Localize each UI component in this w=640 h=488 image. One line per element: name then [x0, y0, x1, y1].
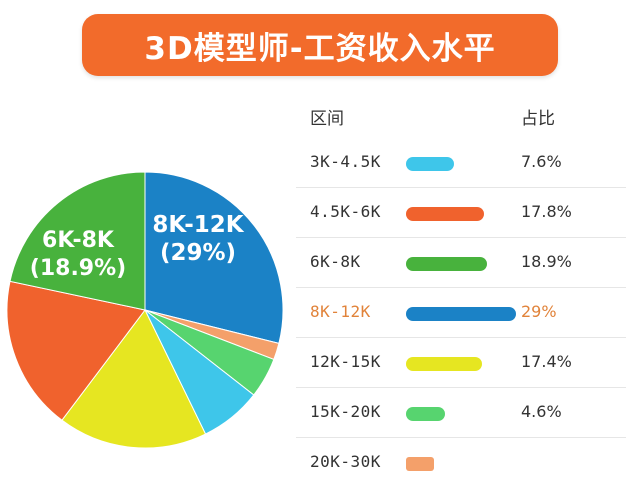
- legend-bar: [406, 207, 484, 221]
- legend-label: 4.5K-6K: [310, 202, 381, 221]
- legend-label: 12K-15K: [310, 352, 381, 371]
- pie-slices: [6, 171, 284, 449]
- legend-row: 12K-15K 17.4%: [296, 340, 626, 388]
- legend-pct: 17.4%: [521, 352, 572, 371]
- legend-bar: [406, 407, 445, 421]
- legend-label: 15K-20K: [310, 402, 381, 421]
- row-divider: [296, 237, 626, 238]
- row-divider: [296, 437, 626, 438]
- legend-row: 4.5K-6K 17.8%: [296, 190, 626, 238]
- legend-pct: 17.8%: [521, 202, 572, 221]
- legend-pct: 7.6%: [521, 152, 562, 171]
- pie-chart: 8K-12K(29%) 6K-8K (18.9%): [6, 171, 284, 449]
- legend-bar: [406, 157, 454, 171]
- legend-pct: 18.9%: [521, 252, 572, 271]
- legend-bar: [406, 357, 482, 371]
- title-banner: 3D模型师-工资收入水平: [82, 14, 558, 76]
- legend-label: 6K-8K: [310, 252, 361, 271]
- header-range: 区间: [310, 109, 344, 129]
- legend-bar: [406, 307, 516, 321]
- legend-row: 15K-20K 4.6%: [296, 390, 626, 438]
- legend-label: 8K-12K: [310, 302, 371, 321]
- legend-row: 6K-8K 18.9%: [296, 240, 626, 288]
- legend-row: 8K-12K 29%: [296, 290, 626, 338]
- pie-slice-4_5k-6k: [6, 280, 146, 421]
- row-divider: [296, 187, 626, 188]
- chart-title: 3D模型师-工资收入水平: [144, 30, 496, 67]
- pie-slice-8k-12k: [144, 171, 284, 344]
- pie-slice-12k-15k: [61, 309, 207, 449]
- legend-label: 3K-4.5K: [310, 152, 381, 171]
- legend-pct: 29%: [521, 302, 557, 321]
- legend-pct: 4.6%: [521, 402, 562, 421]
- pie-label-6k-8k-0: 6K-8K: [42, 228, 115, 253]
- header-pct: 占比: [521, 109, 555, 129]
- pie-label-8k-12k-1: (29%): [160, 240, 236, 266]
- legend-bar: [406, 257, 487, 271]
- row-divider: [296, 337, 626, 338]
- row-divider: [296, 287, 626, 288]
- legend-label: 20K-30K: [310, 452, 381, 471]
- pie-label-8k-12k-0: 8K-12K: [152, 212, 244, 238]
- legend-bar: [406, 457, 434, 471]
- legend-row: 20K-30K: [296, 440, 626, 488]
- pie-label-6k-8k-1: (18.9%): [30, 256, 126, 281]
- row-divider: [296, 387, 626, 388]
- pie-slice-6k-8k: [9, 171, 146, 311]
- legend-row: 3K-4.5K 7.6%: [296, 140, 626, 188]
